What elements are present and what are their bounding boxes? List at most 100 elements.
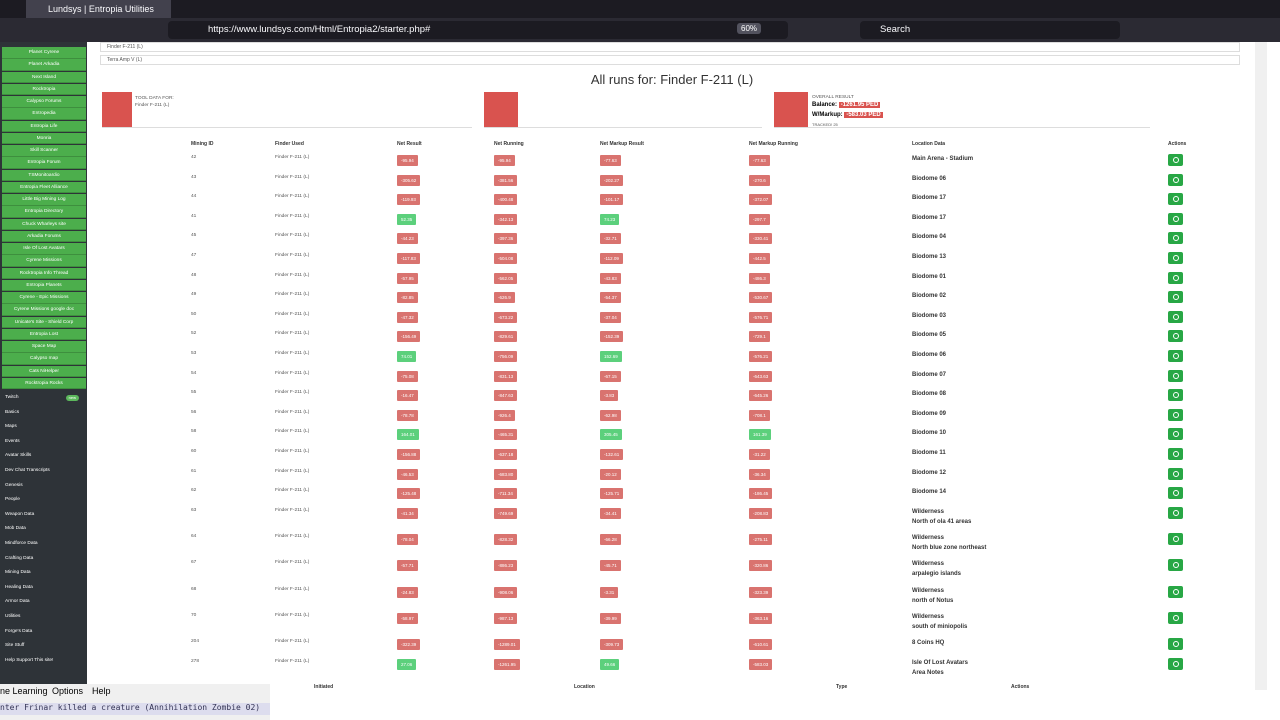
menu-item[interactable]: Basics [5, 409, 20, 415]
select[interactable]: Terra Amp V (L) [100, 55, 1240, 65]
sidebar-link[interactable]: Monria [2, 132, 86, 145]
menu-item[interactable]: Dev Chat Transcripts [5, 468, 50, 473]
view-button[interactable] [1168, 252, 1183, 264]
view-button[interactable] [1168, 408, 1183, 421]
sidebar-link[interactable]: Entropia Forum [2, 157, 86, 169]
sidebar-link[interactable]: Entropia Fleet Alliance [2, 181, 86, 194]
menu-item[interactable]: Armor Data [5, 599, 30, 605]
sidebar-link[interactable]: Cyrene Missions google doc [2, 304, 86, 316]
value-badge: -101.17 [600, 194, 624, 206]
view-button[interactable] [1168, 559, 1183, 572]
value-badge: -132.61 [600, 449, 624, 460]
menu-item[interactable]: ne Learning [0, 686, 48, 696]
sidebar-link[interactable]: Planet Arkadia [2, 59, 86, 71]
sidebar-link[interactable]: Space Map [2, 341, 86, 353]
view-button[interactable] [1168, 350, 1183, 362]
view-button[interactable] [1168, 487, 1183, 500]
value-badge: -583.03 [749, 658, 773, 670]
menu-item[interactable]: Mining Data [5, 570, 31, 576]
view-button[interactable] [1168, 467, 1183, 480]
sidebar-link[interactable]: Chuck Wharleys site [2, 218, 86, 230]
value-badge: -275.11 [749, 534, 772, 546]
menu-item[interactable]: Avatar Skills [5, 453, 32, 459]
menu-item[interactable]: Options [52, 686, 84, 696]
sidebar-link[interactable]: Cyrene Missions [2, 255, 86, 267]
location: Isle Of Lost Avatars [912, 659, 968, 666]
sidebar-link[interactable]: TSMonitoardio [2, 169, 86, 181]
tab[interactable]: Lundsys | Entropia Utilities [26, 0, 171, 18]
location: Biodome 11 [912, 450, 946, 456]
sidebar-link[interactable]: Calypso map [2, 353, 86, 365]
view-button[interactable] [1168, 271, 1183, 284]
sidebar-link[interactable]: Entropia Directory [2, 206, 86, 218]
sidebar-link[interactable]: Entropedia [2, 108, 86, 120]
menu-item[interactable]: Twitch new [5, 393, 85, 403]
icon-card [484, 92, 762, 128]
location: Biodome 03 [912, 312, 947, 319]
finder: Finder F-211 (L) [275, 194, 310, 200]
menu-item[interactable]: Maps [5, 424, 17, 430]
view-button[interactable] [1168, 389, 1183, 402]
value-badge: 152.69 [600, 351, 622, 362]
sidebar-link[interactable]: Cats NiHelper [2, 365, 86, 377]
view-button[interactable] [1168, 428, 1183, 441]
sidebar-link[interactable]: Rocktropia Info Thread [2, 267, 86, 279]
menu-item[interactable]: Genesis [5, 482, 23, 488]
view-button[interactable] [1168, 638, 1183, 651]
view-button[interactable] [1168, 154, 1183, 166]
view-button[interactable] [1168, 310, 1183, 323]
select[interactable]: Finder F-211 (L) [100, 42, 1240, 52]
view-button[interactable] [1168, 232, 1183, 245]
sidebar-link[interactable]: Arkadia Forums [2, 230, 86, 243]
scrollbar[interactable] [1255, 42, 1267, 690]
view-button[interactable] [1168, 173, 1183, 186]
view-button[interactable] [1168, 657, 1183, 670]
menu-item[interactable]: Crafting Data [5, 555, 34, 561]
menu-item[interactable]: Weapon Data [5, 511, 35, 517]
sidebar-link[interactable]: Planet Cyrene [2, 47, 86, 59]
view-button[interactable] [1168, 612, 1183, 624]
view-button[interactable] [1168, 506, 1183, 519]
value-badge: -54.37 [600, 292, 621, 304]
sidebar-link[interactable]: Next Island [2, 71, 86, 83]
zoom[interactable]: 60% [737, 23, 762, 34]
value-badge: -78.04 [397, 534, 418, 546]
sidebar-link[interactable]: Rocktropia Rocks [2, 377, 86, 390]
sidebar-link[interactable]: Isle Of Lost Avatars [2, 243, 86, 255]
sidebar-link[interactable]: Little Big Mining Log [2, 194, 86, 206]
menu-item[interactable]: Forge's Data [5, 628, 33, 634]
location: Biodome 07 [912, 371, 947, 378]
view-button[interactable] [1168, 448, 1183, 460]
menu-item[interactable]: Mindforce Data [5, 541, 38, 546]
view-button[interactable] [1168, 585, 1183, 598]
view-button[interactable] [1168, 330, 1183, 343]
view-button[interactable] [1168, 369, 1183, 382]
sidebar-link[interactable]: Entropia Lost [2, 328, 86, 341]
sidebar-link[interactable]: Entropia Life [2, 120, 86, 132]
menu-item[interactable]: Help [92, 686, 111, 696]
menu-item[interactable]: Mob Data [5, 526, 26, 532]
sidebar-link[interactable]: Entropia Planets [2, 279, 86, 292]
sidebar-link[interactable]: Rocktropia [2, 83, 86, 96]
view-button[interactable] [1168, 533, 1183, 546]
search-box[interactable]: Search [860, 21, 1120, 39]
sidebar-link[interactable]: Skill Scanner [2, 145, 86, 157]
menu-item[interactable]: Help Support This site! [5, 657, 54, 663]
menu-item[interactable]: People [5, 497, 20, 503]
sidebar-link[interactable]: Calypso Forums [2, 96, 86, 108]
menu-item[interactable]: Healing Data [5, 584, 33, 590]
value-badge: -1261.95 [494, 658, 520, 670]
url-bar[interactable]: https://www.lundsys.com/Html/Entropia2/s… [168, 21, 788, 39]
mining-id: 60 [191, 449, 197, 454]
sidebar-link[interactable]: Unicate's Site - Shield Corp [2, 316, 86, 328]
view-button[interactable] [1168, 291, 1183, 304]
menu-item[interactable]: Site Stuff [5, 643, 25, 649]
value-badge: -886.23 [494, 560, 518, 572]
view-button[interactable] [1168, 212, 1183, 225]
column-header: Net Running [494, 141, 524, 147]
menu-item[interactable]: Events [5, 438, 20, 444]
value-badge: -831.13 [494, 370, 518, 382]
sidebar-link[interactable]: Cyrene - Epic Missions [2, 292, 86, 304]
view-button[interactable] [1168, 193, 1183, 206]
menu-item[interactable]: Utilities [5, 614, 21, 619]
